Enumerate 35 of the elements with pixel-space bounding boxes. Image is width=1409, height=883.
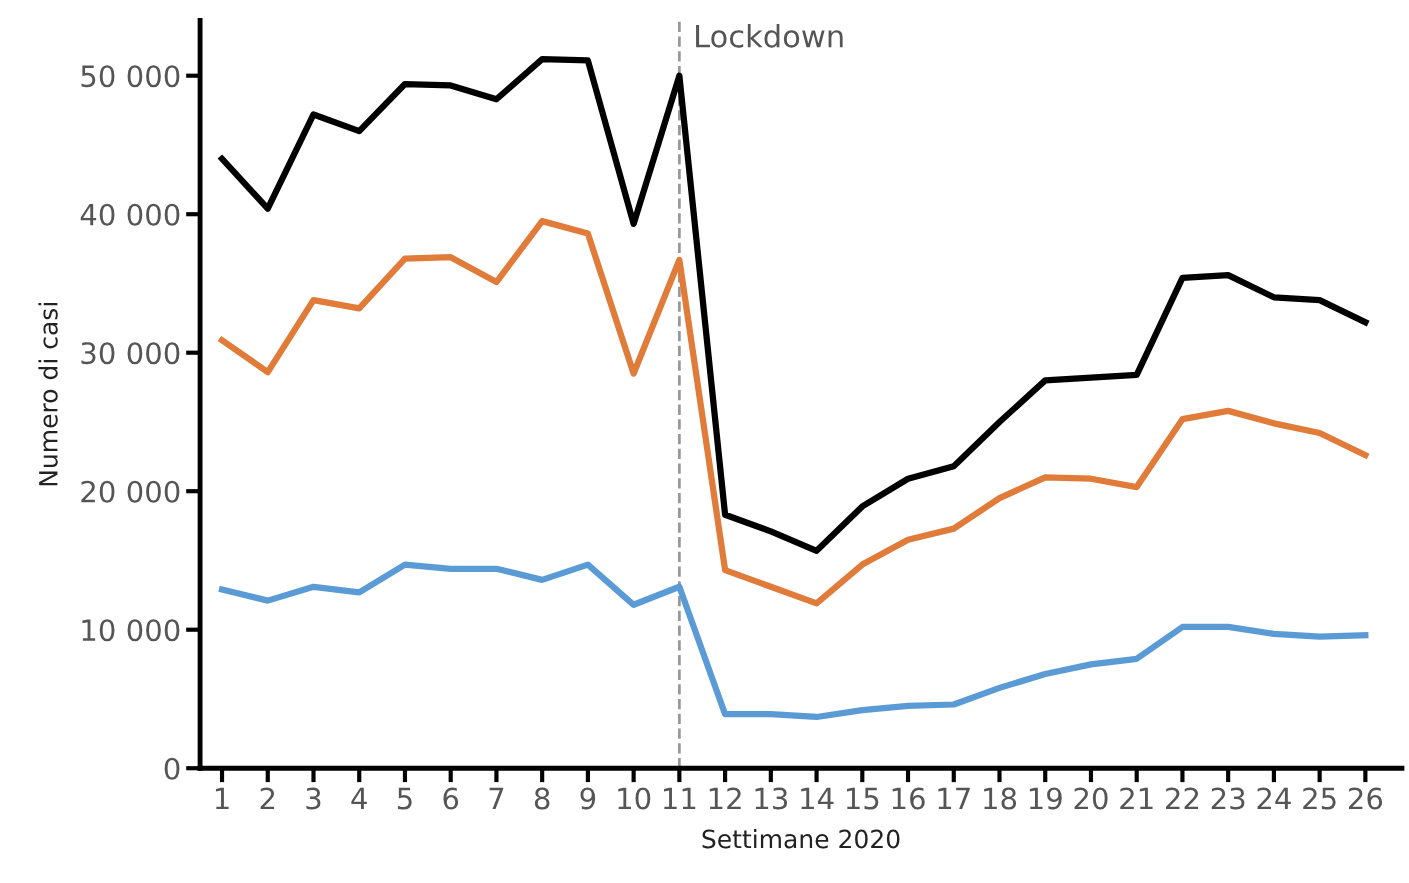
- x-tick-label: 19: [1029, 787, 1062, 810]
- x-tick-label: 20: [1074, 787, 1108, 810]
- x-tick-label: 1: [215, 787, 229, 810]
- y-tick-label: 30 000: [81, 342, 180, 365]
- x-tick-label: 18: [984, 787, 1017, 810]
- x-tick-label: 10: [618, 787, 651, 810]
- x-tick-label: 11: [664, 787, 696, 810]
- x-tick-label: 4: [351, 787, 367, 810]
- x-tick-label: 6: [443, 787, 459, 810]
- y-tick-label: 10 000: [82, 619, 180, 642]
- y-tick-label: 40 000: [80, 203, 180, 226]
- x-tick-label: 22: [1166, 787, 1199, 810]
- y-axis-title: Numero di casi: [38, 303, 58, 486]
- x-tick-label: 13: [755, 787, 788, 810]
- x-tick-label: 26: [1348, 787, 1383, 810]
- x-tick-label: 12: [709, 787, 741, 810]
- x-tick-label: 15: [846, 787, 879, 810]
- x-tick-label: 5: [397, 787, 412, 810]
- x-tick-label: 7: [489, 787, 504, 810]
- x-tick-label: 16: [892, 787, 925, 810]
- x-tick-label: 3: [306, 787, 321, 810]
- x-tick-label: 17: [938, 787, 970, 810]
- x-tick-label: 8: [534, 787, 550, 810]
- x-tick-label: 24: [1257, 787, 1291, 810]
- x-tick-label: 2: [260, 787, 275, 810]
- x-tick-label: 14: [801, 787, 834, 810]
- y-tick-label: 0: [164, 757, 180, 780]
- y-tick-label: 50 000: [81, 65, 180, 88]
- x-tick-label: 9: [580, 787, 596, 810]
- x-axis-title: Settimane 2020: [702, 829, 900, 849]
- y-tick-label: 20 000: [81, 480, 180, 503]
- x-tick-label: 25: [1303, 787, 1336, 810]
- x-tick-label: 23: [1211, 787, 1245, 810]
- ref-line-label: Lockdown: [696, 24, 843, 48]
- x-tick-label: 21: [1120, 787, 1153, 810]
